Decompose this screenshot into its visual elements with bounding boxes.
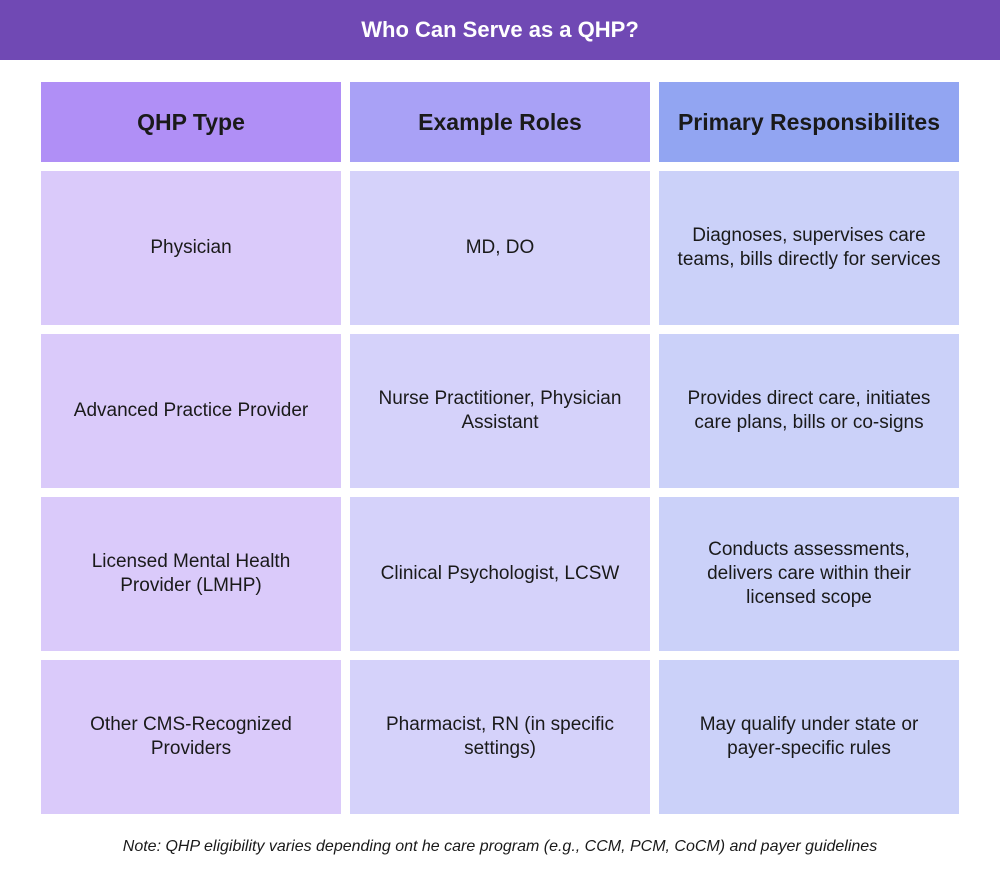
column-header: Example Roles [350,82,650,162]
header-bar: Who Can Serve as a QHP? [0,0,1000,60]
table-cell: Physician [41,171,341,325]
table-cell: May qualify under state or payer-specifi… [659,660,959,814]
table-cell: Pharmacist, RN (in specific settings) [350,660,650,814]
table-cell: MD, DO [350,171,650,325]
column-header: Primary Responsibilites [659,82,959,162]
table-cell: Licensed Mental Health Provider (LMHP) [41,497,341,651]
table-cell: Other CMS-Recognized Providers [41,660,341,814]
table-cell: Conducts assessments, delivers care with… [659,497,959,651]
page-title: Who Can Serve as a QHP? [361,17,639,42]
table-cell: Clinical Psychologist, LCSW [350,497,650,651]
table-cell: Nurse Practitioner, Physician Assistant [350,334,650,488]
note: Note: QHP eligibility varies depending o… [122,838,878,855]
column-header: QHP Type [41,82,341,162]
table-cell: Diagnoses, supervises care teams, bills … [659,171,959,325]
table-cell: Advanced Practice Provider [41,334,341,488]
table-cell: Provides direct care, initiates care pla… [659,334,959,488]
